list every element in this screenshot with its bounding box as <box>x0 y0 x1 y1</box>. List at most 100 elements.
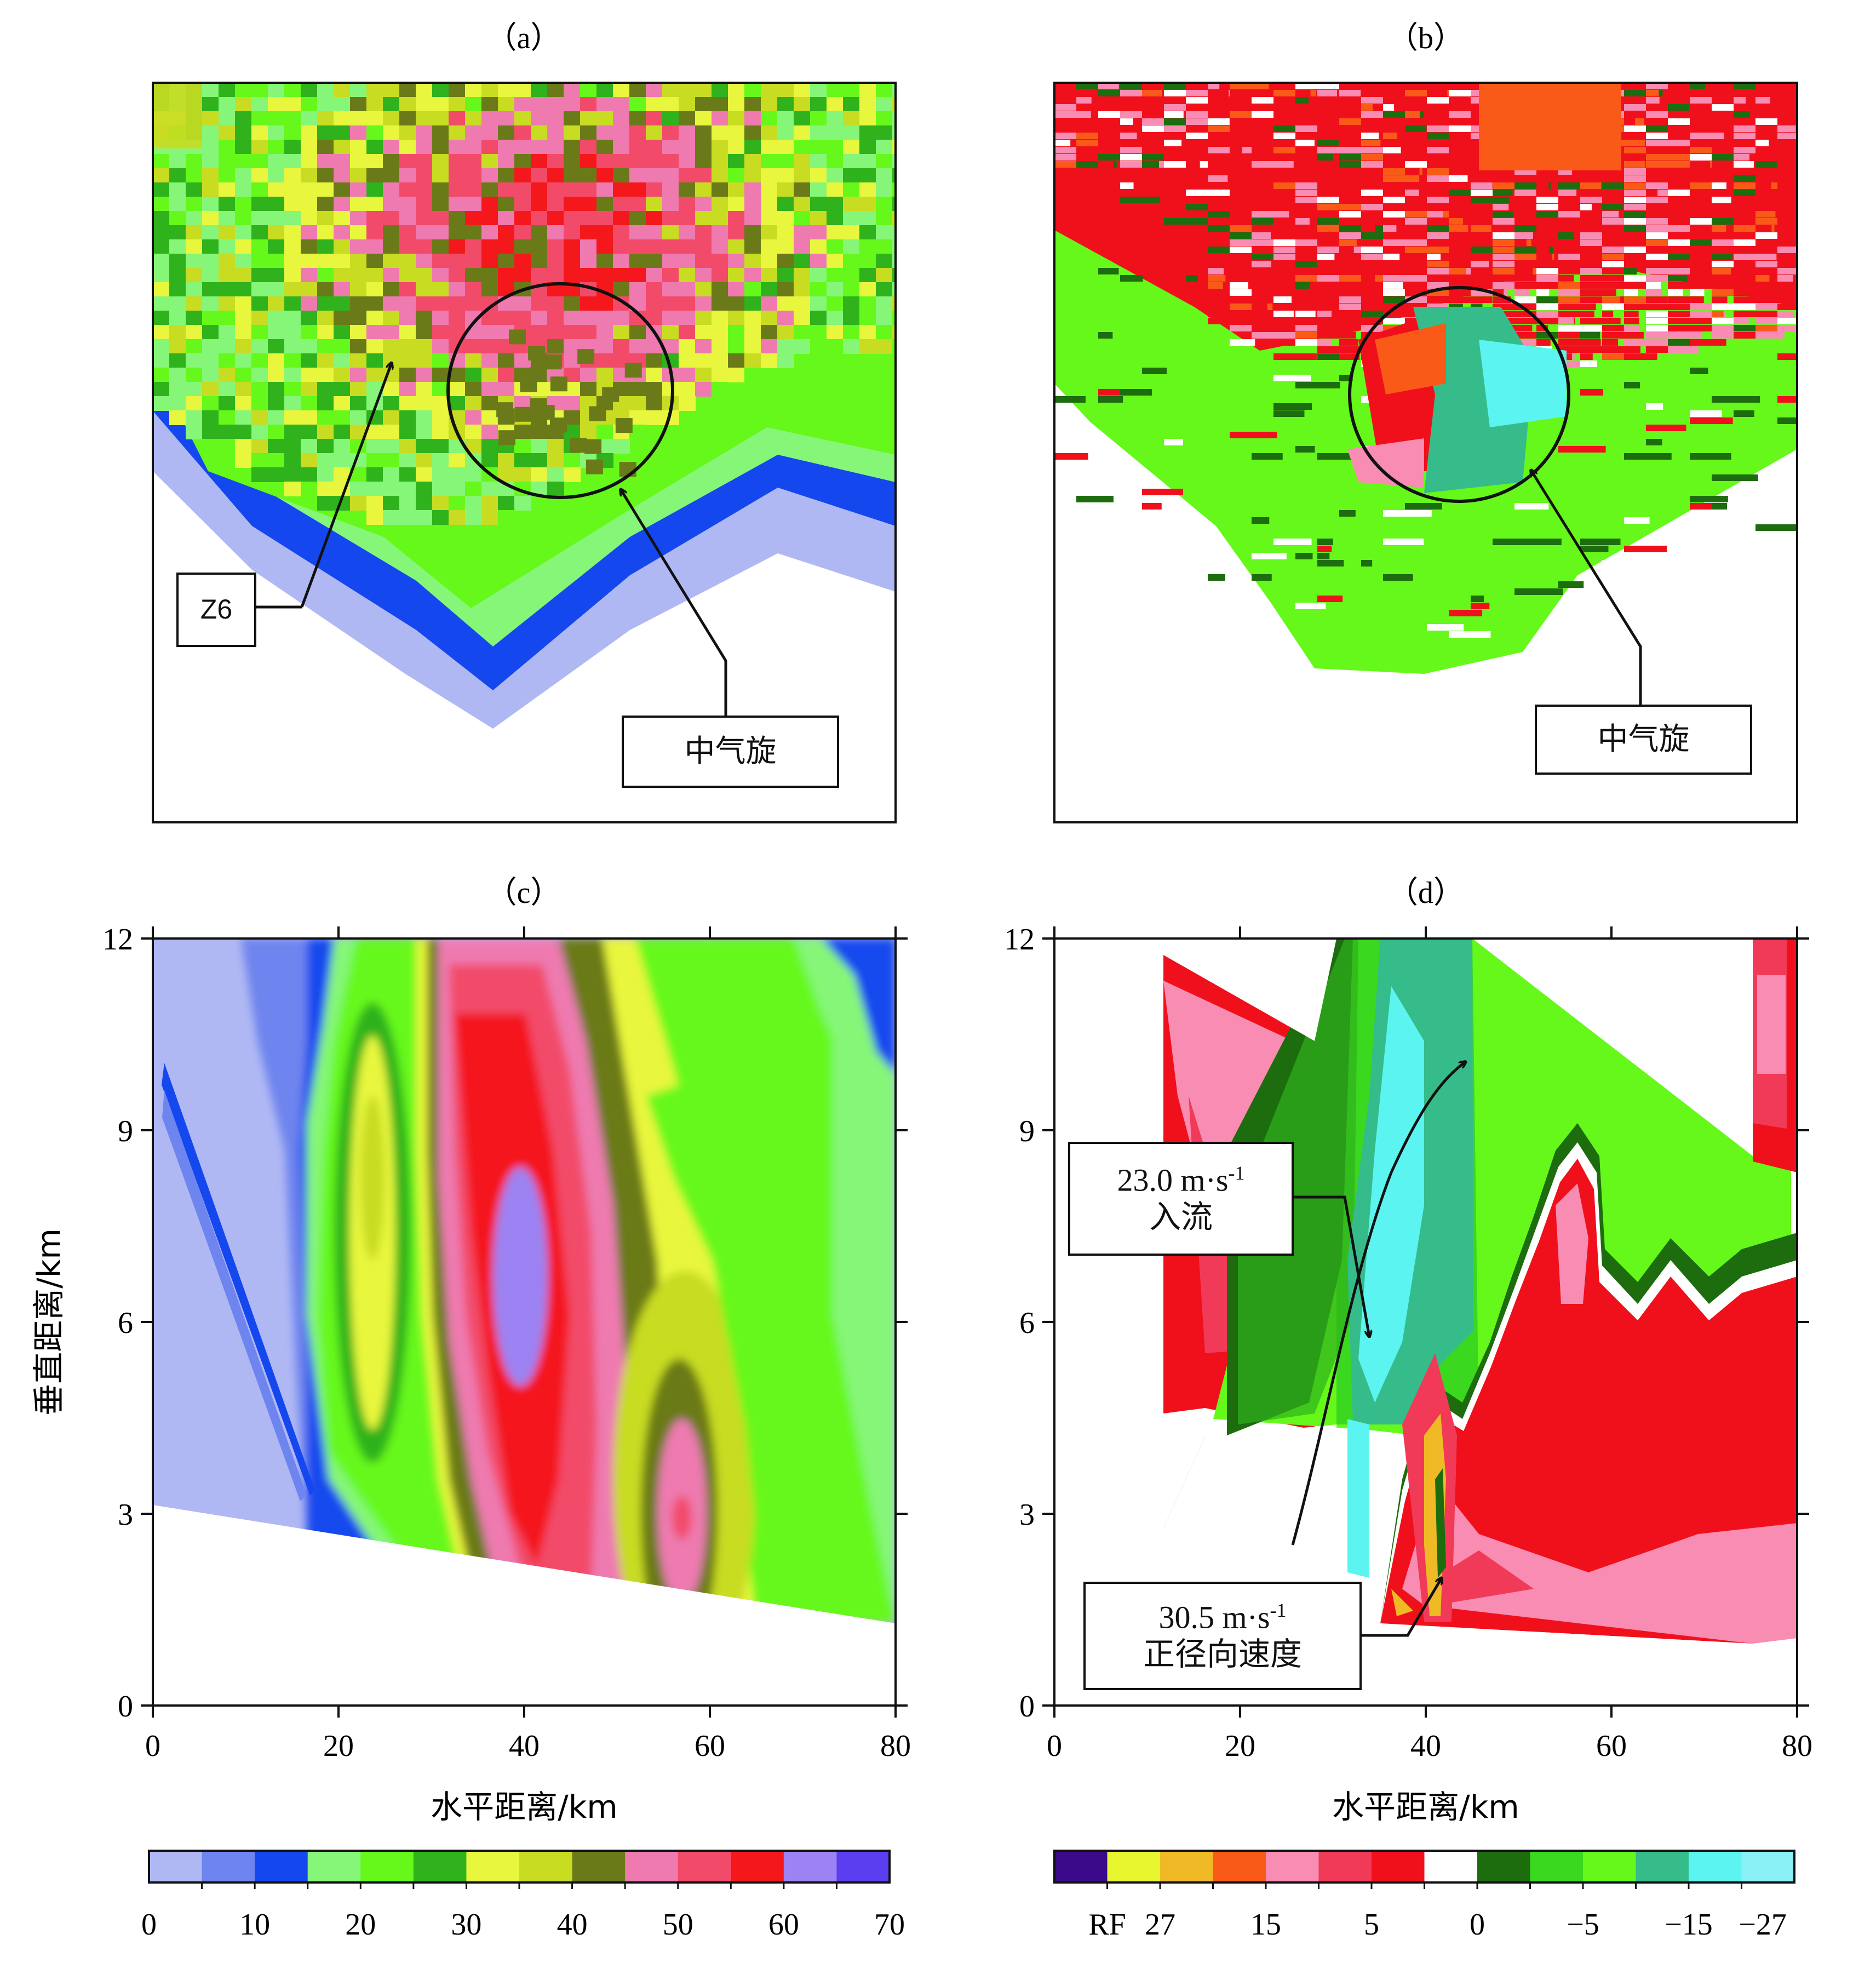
refl-cell <box>794 239 811 254</box>
refl-cell <box>547 140 564 154</box>
refl-cell <box>679 382 696 397</box>
vel-cell <box>1580 268 1604 274</box>
refl-cell <box>629 168 646 183</box>
refl-cell <box>580 211 597 226</box>
refl-cell <box>843 97 860 112</box>
refl-cell <box>366 453 383 468</box>
refl-cell <box>169 182 186 197</box>
cb-refl-label: 20 <box>345 1908 376 1942</box>
vel-cell <box>1295 332 1324 339</box>
vel-cell <box>1339 90 1361 96</box>
vel-cell <box>1252 111 1276 118</box>
refl-cell <box>547 268 564 283</box>
vel-cell <box>1755 332 1785 339</box>
refl-cell <box>498 154 515 169</box>
vel-cell <box>1405 190 1419 196</box>
refl-cell <box>169 211 186 226</box>
refl-cell <box>744 225 761 240</box>
vel-cell <box>1273 353 1317 360</box>
refl-cell <box>399 382 416 397</box>
vel-cell <box>1536 190 1561 196</box>
vel-cell <box>1493 261 1518 267</box>
refl-cell <box>350 268 367 283</box>
refl-cell <box>465 296 482 311</box>
refl-cell <box>876 282 893 297</box>
vel-cell <box>1471 239 1493 246</box>
cb-refl-swatch <box>783 1851 837 1882</box>
vel-cell <box>1252 225 1278 232</box>
refl-cell <box>169 311 186 325</box>
vel-cell <box>1449 268 1466 274</box>
vel-cell <box>1383 118 1397 125</box>
refl-cell <box>580 154 597 169</box>
vel-cell <box>1536 296 1559 303</box>
refl-cell <box>498 254 515 268</box>
vel-cell <box>1580 311 1594 317</box>
refl-cell <box>679 83 696 98</box>
refl-cell <box>531 211 548 226</box>
refl-cell <box>186 382 203 397</box>
refl-cell <box>712 125 728 140</box>
refl-cell <box>153 382 170 397</box>
refl-cell <box>810 111 827 126</box>
refl-cell <box>202 325 219 340</box>
refl-cell <box>169 154 186 169</box>
refl-cell <box>761 154 778 169</box>
refl-cell <box>383 182 400 197</box>
vel-cell <box>1777 90 1797 96</box>
vel-cell <box>1777 353 1797 360</box>
refl-cell <box>843 339 860 354</box>
vel-cell <box>1536 204 1561 210</box>
refl-cell <box>449 467 466 482</box>
refl-cell <box>613 439 630 454</box>
refl-cell <box>219 368 236 382</box>
refl-cell <box>284 482 301 496</box>
vel-cell <box>1317 211 1345 218</box>
vel-cell <box>1777 190 1797 196</box>
vel-cell <box>1120 275 1143 282</box>
refl-cell <box>449 111 466 126</box>
vel-cell <box>1317 218 1344 225</box>
vel-cell <box>1712 339 1726 346</box>
refl-cell <box>449 154 466 169</box>
vel-cell <box>1602 225 1625 232</box>
refl-cell <box>186 296 203 311</box>
refl-cell <box>317 325 334 340</box>
refl-cell <box>827 97 844 112</box>
refl-cell <box>728 325 745 340</box>
refl-cell <box>564 467 581 482</box>
refl-cell <box>169 396 186 411</box>
vel-cell <box>1208 282 1223 289</box>
refl-cell <box>728 268 745 283</box>
refl-cell <box>613 125 630 140</box>
refl-cell <box>366 225 383 240</box>
refl-cell <box>531 111 548 126</box>
cb-refl-label: 40 <box>557 1908 588 1942</box>
refl-cell <box>646 225 663 240</box>
refl-cell <box>892 311 896 325</box>
refl-cell <box>679 168 696 183</box>
refl-cell <box>679 125 696 140</box>
vel-cell <box>1230 218 1243 225</box>
refl-cell <box>547 154 564 169</box>
vel-cell <box>1295 175 1314 182</box>
refl-cell <box>383 282 400 297</box>
vel-cell <box>1273 311 1294 317</box>
vel-cell <box>1712 90 1730 96</box>
vel-cell <box>1734 318 1749 324</box>
vel-cell <box>1777 304 1797 310</box>
refl-cell <box>399 410 416 425</box>
vel-cell <box>1076 496 1114 502</box>
vel-cell <box>1295 603 1326 609</box>
vel-cell <box>1624 232 1649 239</box>
vel-cell <box>1777 247 1797 253</box>
refl-cell <box>432 339 449 354</box>
refl-cell <box>153 353 170 368</box>
vel-cell <box>1208 118 1230 125</box>
panel-b-field <box>1054 83 1797 822</box>
vel-cell <box>1734 190 1763 196</box>
refl-cell <box>859 311 876 325</box>
vel-cell <box>1317 90 1338 96</box>
cb-refl-label: 0 <box>141 1908 157 1942</box>
refl-cell <box>366 368 383 382</box>
